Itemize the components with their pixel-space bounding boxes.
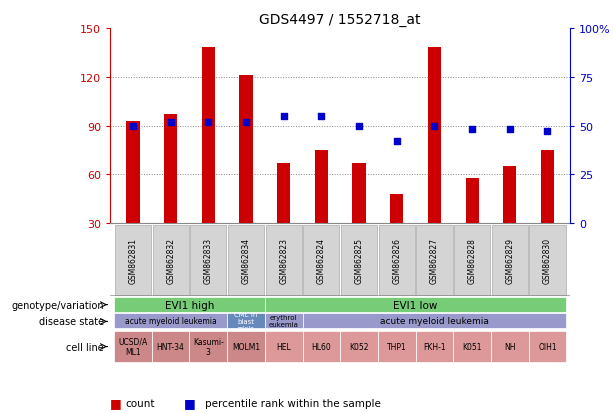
Bar xyxy=(428,48,441,223)
Bar xyxy=(240,76,253,223)
Text: Kasumi-
3: Kasumi- 3 xyxy=(193,337,224,356)
Point xyxy=(316,113,326,120)
Text: disease state: disease state xyxy=(39,317,104,327)
Text: GSM862829: GSM862829 xyxy=(505,237,514,283)
FancyBboxPatch shape xyxy=(153,225,189,295)
FancyBboxPatch shape xyxy=(530,225,566,295)
FancyBboxPatch shape xyxy=(227,313,265,329)
FancyBboxPatch shape xyxy=(228,225,264,295)
Text: OIH1: OIH1 xyxy=(538,342,557,351)
Bar xyxy=(164,115,177,223)
FancyBboxPatch shape xyxy=(189,331,227,362)
Bar xyxy=(202,48,215,223)
Point xyxy=(543,129,552,135)
Text: erythrol
eukemia: erythrol eukemia xyxy=(268,314,299,328)
FancyBboxPatch shape xyxy=(152,331,189,362)
Point xyxy=(128,123,138,130)
Point xyxy=(430,123,440,130)
Text: ■: ■ xyxy=(184,396,196,409)
Bar xyxy=(503,167,516,223)
Text: GSM862825: GSM862825 xyxy=(354,237,364,283)
Text: GSM862831: GSM862831 xyxy=(129,237,137,283)
FancyBboxPatch shape xyxy=(114,331,152,362)
FancyBboxPatch shape xyxy=(265,331,303,362)
FancyBboxPatch shape xyxy=(190,225,226,295)
FancyBboxPatch shape xyxy=(454,225,490,295)
Bar xyxy=(541,151,554,223)
FancyBboxPatch shape xyxy=(265,297,566,313)
Point xyxy=(166,119,175,126)
Text: NH: NH xyxy=(504,342,516,351)
Text: HEL: HEL xyxy=(276,342,291,351)
FancyBboxPatch shape xyxy=(416,331,453,362)
FancyBboxPatch shape xyxy=(416,225,452,295)
Bar xyxy=(465,178,479,223)
Point xyxy=(505,127,515,133)
FancyBboxPatch shape xyxy=(303,313,566,329)
Text: GSM862828: GSM862828 xyxy=(468,237,477,283)
Point xyxy=(241,119,251,126)
Text: HNT-34: HNT-34 xyxy=(157,342,185,351)
FancyBboxPatch shape xyxy=(491,331,528,362)
Text: GSM862823: GSM862823 xyxy=(279,237,288,283)
Text: EVI1 high: EVI1 high xyxy=(165,300,214,310)
Text: count: count xyxy=(126,398,155,408)
Text: GSM862826: GSM862826 xyxy=(392,237,402,283)
Bar xyxy=(352,164,365,223)
Text: K052: K052 xyxy=(349,342,369,351)
FancyBboxPatch shape xyxy=(114,297,265,313)
Point xyxy=(204,119,213,126)
Text: HL60: HL60 xyxy=(311,342,331,351)
FancyBboxPatch shape xyxy=(341,225,377,295)
Text: genotype/variation: genotype/variation xyxy=(12,300,104,310)
Text: MOLM1: MOLM1 xyxy=(232,342,260,351)
Text: ■: ■ xyxy=(110,396,122,409)
FancyBboxPatch shape xyxy=(303,225,340,295)
Text: K051: K051 xyxy=(462,342,482,351)
Bar xyxy=(126,121,140,223)
Text: GSM862824: GSM862824 xyxy=(317,237,326,283)
Text: GSM862834: GSM862834 xyxy=(242,237,251,283)
Text: GSM862832: GSM862832 xyxy=(166,237,175,283)
Point xyxy=(392,138,402,145)
FancyBboxPatch shape xyxy=(265,313,303,329)
FancyBboxPatch shape xyxy=(378,331,416,362)
Text: GSM862827: GSM862827 xyxy=(430,237,439,283)
FancyBboxPatch shape xyxy=(114,313,227,329)
Text: CML in
blast
crisis: CML in blast crisis xyxy=(234,311,257,331)
Text: cell line: cell line xyxy=(66,342,104,352)
Title: GDS4497 / 1552718_at: GDS4497 / 1552718_at xyxy=(259,12,421,26)
FancyBboxPatch shape xyxy=(492,225,528,295)
Point xyxy=(354,123,364,130)
Text: EVI1 low: EVI1 low xyxy=(394,300,438,310)
Bar xyxy=(390,195,403,223)
Text: THP1: THP1 xyxy=(387,342,406,351)
FancyBboxPatch shape xyxy=(528,331,566,362)
FancyBboxPatch shape xyxy=(265,225,302,295)
Text: GSM862830: GSM862830 xyxy=(543,237,552,283)
Text: acute myeloid leukemia: acute myeloid leukemia xyxy=(125,316,216,325)
FancyBboxPatch shape xyxy=(453,331,491,362)
Text: GSM862833: GSM862833 xyxy=(204,237,213,283)
Bar xyxy=(315,151,328,223)
Text: FKH-1: FKH-1 xyxy=(423,342,446,351)
FancyBboxPatch shape xyxy=(340,331,378,362)
Point xyxy=(467,127,477,133)
FancyBboxPatch shape xyxy=(227,331,265,362)
FancyBboxPatch shape xyxy=(303,331,340,362)
Text: percentile rank within the sample: percentile rank within the sample xyxy=(205,398,381,408)
Text: acute myeloid leukemia: acute myeloid leukemia xyxy=(380,316,489,325)
Bar xyxy=(277,164,291,223)
Text: UCSD/A
ML1: UCSD/A ML1 xyxy=(118,337,148,356)
FancyBboxPatch shape xyxy=(379,225,415,295)
FancyBboxPatch shape xyxy=(115,225,151,295)
Point xyxy=(279,113,289,120)
